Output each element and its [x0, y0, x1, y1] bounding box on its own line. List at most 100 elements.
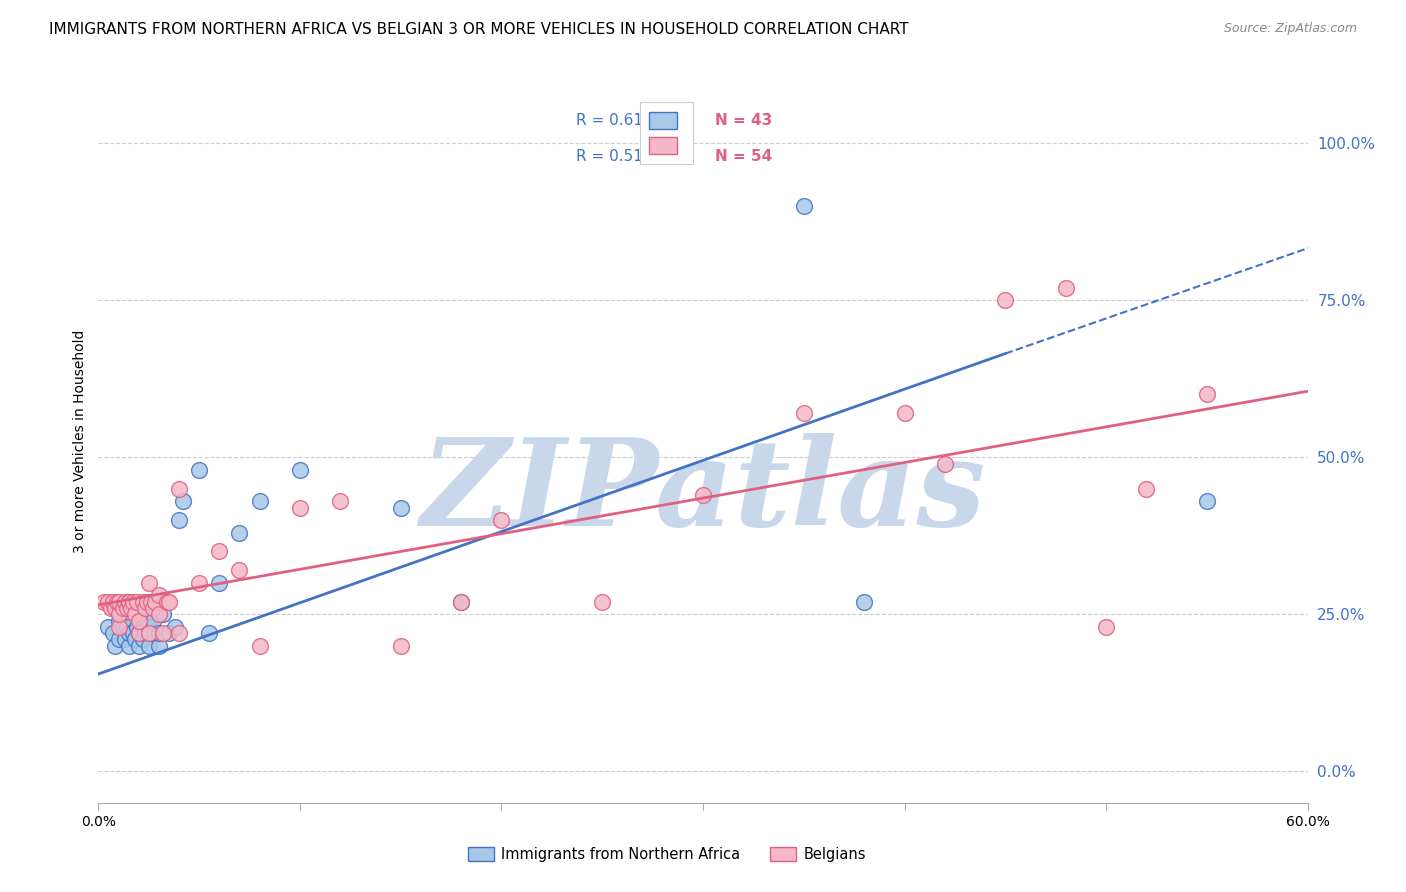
Point — [152, 607, 174, 622]
Point — [111, 620, 134, 634]
Point — [288, 500, 311, 515]
Point — [93, 595, 115, 609]
Point — [103, 601, 125, 615]
Point — [591, 595, 613, 609]
Point — [148, 626, 170, 640]
Point — [163, 620, 186, 634]
Point — [208, 544, 231, 558]
Point — [124, 607, 146, 622]
Point — [143, 601, 166, 615]
Point — [132, 595, 155, 609]
Point — [793, 406, 815, 420]
Point — [121, 595, 143, 609]
Point — [107, 620, 129, 634]
Point — [198, 626, 221, 640]
Text: IMMIGRANTS FROM NORTHERN AFRICA VS BELGIAN 3 OR MORE VEHICLES IN HOUSEHOLD CORRE: IMMIGRANTS FROM NORTHERN AFRICA VS BELGI… — [49, 22, 908, 37]
Point — [148, 639, 170, 653]
Point — [450, 595, 472, 609]
Point — [114, 632, 136, 647]
Point — [249, 639, 271, 653]
Point — [128, 639, 150, 653]
Point — [114, 595, 136, 609]
Point — [107, 595, 129, 609]
Point — [139, 626, 162, 640]
Point — [115, 620, 138, 634]
Point — [1054, 280, 1077, 294]
Point — [101, 595, 124, 609]
Point — [107, 614, 129, 628]
Point — [249, 494, 271, 508]
Point — [125, 595, 148, 609]
Text: ZIPatlas: ZIPatlas — [420, 433, 986, 551]
Point — [148, 607, 170, 622]
Point — [692, 488, 714, 502]
Point — [111, 601, 134, 615]
Point — [853, 595, 876, 609]
Point — [934, 457, 956, 471]
Point — [97, 595, 120, 609]
Point — [128, 626, 150, 640]
Point — [142, 614, 165, 628]
Point — [188, 575, 211, 590]
Point — [138, 639, 160, 653]
Point — [97, 620, 120, 634]
Point — [118, 595, 141, 609]
Point — [450, 595, 472, 609]
Point — [138, 626, 160, 640]
Point — [389, 639, 412, 653]
Point — [329, 494, 352, 508]
Text: R = 0.615: R = 0.615 — [576, 112, 652, 128]
Point — [793, 199, 815, 213]
Point — [491, 513, 513, 527]
Point — [228, 525, 250, 540]
Point — [1135, 482, 1157, 496]
Point — [132, 620, 155, 634]
Point — [132, 632, 155, 647]
Point — [100, 601, 122, 615]
Point — [107, 632, 129, 647]
Point — [1195, 387, 1218, 401]
Text: Source: ZipAtlas.com: Source: ZipAtlas.com — [1223, 22, 1357, 36]
Point — [135, 614, 157, 628]
Point — [128, 614, 150, 628]
Point — [156, 595, 179, 609]
Point — [188, 463, 211, 477]
Point — [288, 463, 311, 477]
Point — [138, 620, 160, 634]
Point — [134, 601, 156, 615]
Point — [139, 595, 162, 609]
Point — [103, 639, 125, 653]
Point — [118, 626, 141, 640]
Point — [172, 494, 194, 508]
Point — [138, 575, 160, 590]
Point — [389, 500, 412, 515]
Point — [893, 406, 915, 420]
Text: N = 54: N = 54 — [716, 149, 772, 163]
Point — [101, 626, 124, 640]
Point — [121, 626, 143, 640]
Point — [105, 595, 128, 609]
Point — [148, 589, 170, 603]
Point — [118, 639, 141, 653]
Point — [167, 626, 190, 640]
Point — [143, 595, 166, 609]
Point — [157, 626, 180, 640]
Point — [167, 482, 190, 496]
Legend: Immigrants from Northern Africa, Belgians: Immigrants from Northern Africa, Belgian… — [463, 840, 872, 868]
Text: R = 0.513: R = 0.513 — [576, 149, 652, 163]
Point — [120, 601, 142, 615]
Point — [125, 620, 148, 634]
Point — [135, 595, 157, 609]
Point — [228, 563, 250, 577]
Point — [115, 601, 138, 615]
Point — [118, 595, 141, 609]
Point — [167, 513, 190, 527]
Point — [124, 632, 146, 647]
Point — [1095, 620, 1118, 634]
Text: N = 43: N = 43 — [716, 112, 772, 128]
Point — [152, 626, 174, 640]
Point — [134, 626, 156, 640]
Point — [128, 607, 150, 622]
Point — [142, 601, 165, 615]
Point — [157, 595, 180, 609]
